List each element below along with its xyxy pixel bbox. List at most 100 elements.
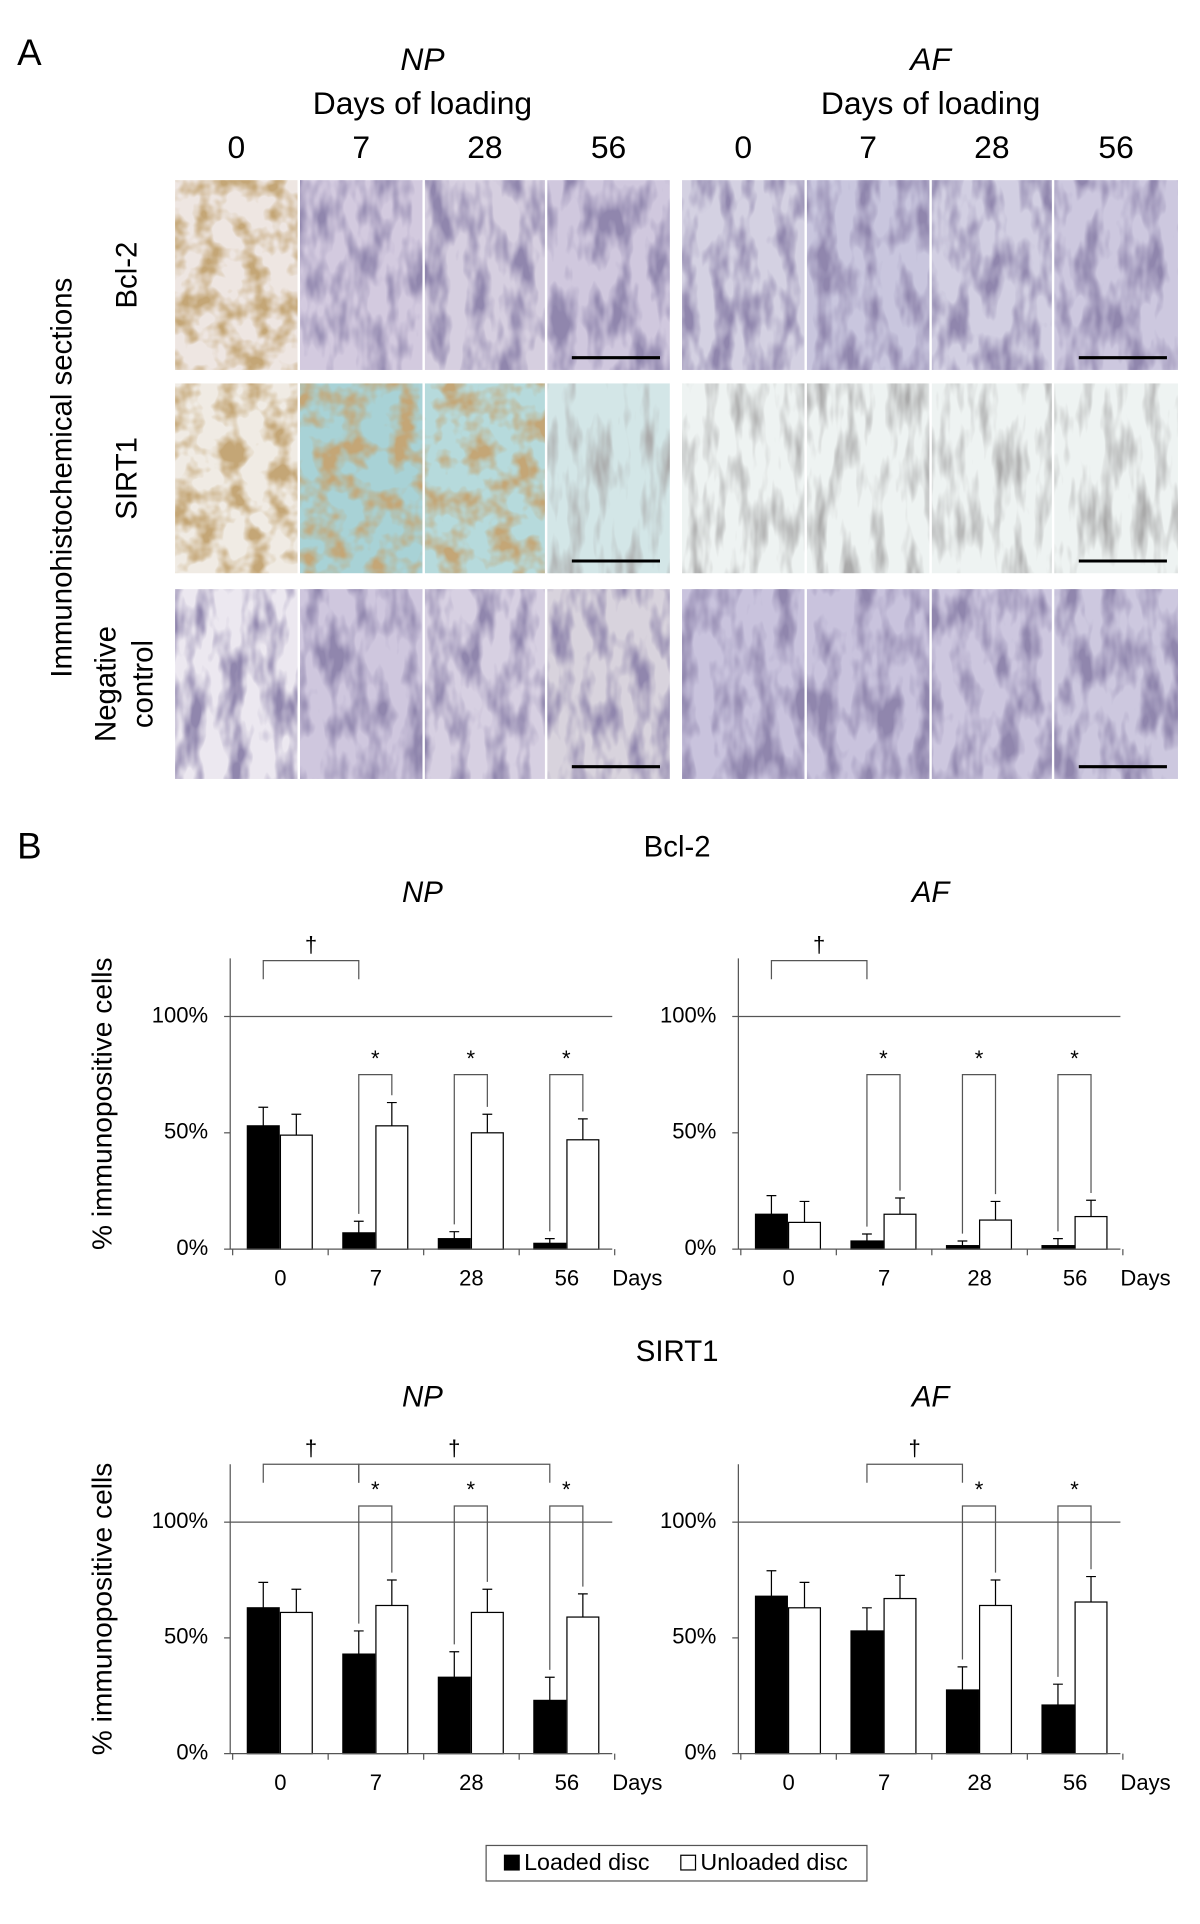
- significance-bracket: [358, 1463, 551, 1483]
- error-bar: [1086, 1575, 1096, 1603]
- bar: [246, 1607, 280, 1755]
- y-tick-label: 100%: [660, 1508, 716, 1533]
- x-axis-label: Days: [1120, 1770, 1170, 1795]
- error-bar: [291, 1588, 302, 1613]
- error-bar: [990, 1579, 1001, 1606]
- bar: [279, 1134, 313, 1250]
- error-bar: [482, 1113, 493, 1133]
- significance-bracket: [453, 1074, 488, 1225]
- error-bar: [957, 1240, 968, 1246]
- micrograph-texture: [931, 589, 1052, 779]
- day-label: 0: [734, 129, 752, 165]
- micrograph-texture: [1054, 589, 1178, 779]
- chart-title: AF: [910, 876, 952, 909]
- significance-mark: †: [305, 1435, 317, 1460]
- x-tick-label: 56: [1063, 1266, 1088, 1291]
- bar: [1074, 1601, 1108, 1755]
- significance-bracket: [866, 1074, 901, 1227]
- bar: [787, 1221, 822, 1250]
- bar: [342, 1653, 376, 1755]
- error-bar: [862, 1233, 872, 1241]
- bar: [754, 1595, 788, 1755]
- y-tick-label: 100%: [152, 1508, 208, 1533]
- y-tick-label: 100%: [152, 1002, 208, 1027]
- significance-mark: *: [562, 1477, 571, 1502]
- bar: [850, 1240, 884, 1250]
- chart-title: NP: [402, 1380, 443, 1413]
- x-tick-label: 0: [274, 1770, 286, 1795]
- significance-mark: *: [562, 1046, 571, 1071]
- y-tick-label: 0%: [684, 1739, 716, 1764]
- bar: [470, 1132, 504, 1250]
- error-bar: [895, 1574, 905, 1599]
- significance-bracket: [549, 1505, 584, 1670]
- error-bar: [386, 1101, 397, 1126]
- x-tick-label: 0: [782, 1266, 794, 1291]
- group-subtitle: Days of loading: [313, 85, 532, 121]
- significance-bracket: [453, 1505, 488, 1645]
- group-subtitle: Days of loading: [821, 85, 1040, 121]
- chart-title: NP: [402, 876, 443, 909]
- section-title: SIRT1: [636, 1335, 719, 1368]
- x-axis-label: Days: [612, 1266, 662, 1291]
- y-tick-label: 100%: [660, 1002, 716, 1027]
- micrograph-texture: [931, 383, 1052, 574]
- row-label: Negative: [90, 626, 123, 742]
- micrograph-texture: [300, 180, 423, 370]
- day-label: 7: [859, 129, 877, 165]
- error-bar: [353, 1220, 364, 1233]
- row-label: control: [126, 640, 159, 728]
- significance-mark: *: [371, 1046, 380, 1071]
- error-bar: [544, 1238, 555, 1244]
- micrograph-texture: [806, 383, 930, 574]
- bar: [342, 1232, 376, 1250]
- micrograph-texture: [547, 180, 670, 370]
- y-tick-label: 50%: [672, 1119, 716, 1144]
- y-tick-label: 0%: [176, 1235, 208, 1260]
- bar: [375, 1604, 409, 1755]
- bar: [375, 1125, 409, 1250]
- error-bar: [544, 1676, 555, 1701]
- micrograph-texture: [682, 589, 805, 779]
- x-tick-label: 0: [782, 1770, 794, 1795]
- x-axis-label: Days: [612, 1770, 662, 1795]
- legend-swatch: [503, 1854, 520, 1871]
- significance-mark: †: [305, 932, 317, 957]
- day-label: 28: [467, 129, 502, 165]
- bar: [470, 1611, 504, 1755]
- significance-bracket: [358, 1074, 393, 1214]
- bar: [850, 1630, 884, 1755]
- x-tick-label: 28: [459, 1266, 484, 1291]
- group-title: NP: [400, 41, 445, 77]
- significance-bracket: [770, 960, 868, 980]
- bar: [754, 1213, 788, 1250]
- micrograph-texture: [300, 589, 423, 779]
- x-tick-label: 7: [878, 1770, 890, 1795]
- bar: [566, 1616, 600, 1755]
- bar: [437, 1676, 471, 1755]
- error-bar: [258, 1581, 269, 1608]
- y-tick-label: 50%: [672, 1624, 716, 1649]
- legend-swatch: [680, 1854, 697, 1871]
- panel-label: B: [17, 825, 41, 866]
- y-tick-label: 50%: [164, 1119, 208, 1144]
- row-label: Bcl-2: [110, 242, 143, 309]
- significance-bracket: [549, 1074, 584, 1232]
- significance-mark: *: [975, 1477, 984, 1502]
- y-tick-label: 50%: [164, 1624, 208, 1649]
- day-label: 28: [974, 129, 1009, 165]
- significance-mark: *: [1070, 1046, 1079, 1071]
- significance-mark: *: [371, 1477, 380, 1502]
- x-tick-label: 28: [459, 1770, 484, 1795]
- micrograph-texture: [175, 180, 298, 370]
- legend-label: Unloaded disc: [700, 1849, 848, 1875]
- significance-mark: †: [448, 1435, 460, 1460]
- significance-bracket: [262, 1463, 360, 1483]
- bar: [1041, 1704, 1075, 1755]
- error-bar: [799, 1581, 810, 1608]
- x-tick-label: 7: [370, 1266, 382, 1291]
- significance-bracket: [866, 1463, 964, 1483]
- error-bar: [577, 1593, 588, 1618]
- error-bar: [990, 1200, 1001, 1221]
- micrograph-texture: [424, 383, 545, 574]
